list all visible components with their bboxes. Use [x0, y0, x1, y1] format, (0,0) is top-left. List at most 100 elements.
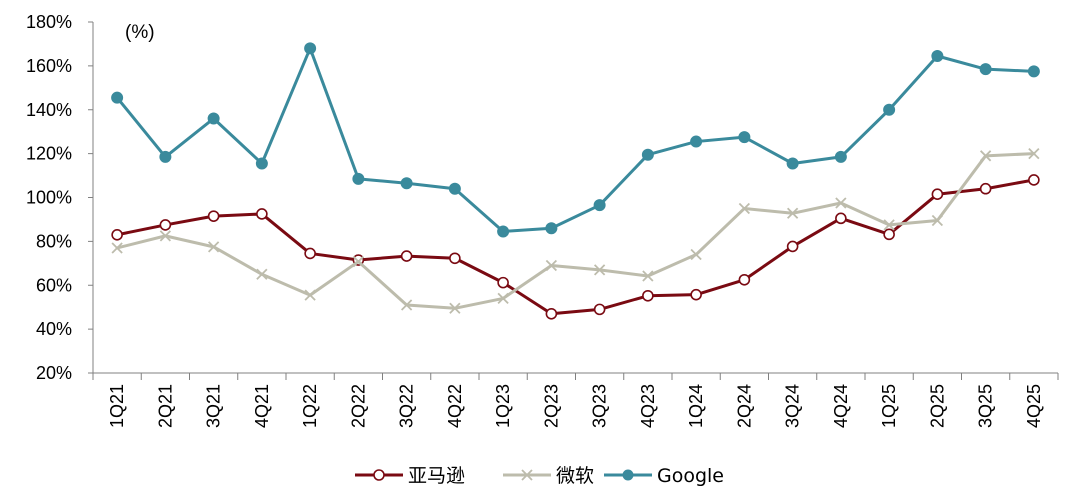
data-point [834, 150, 847, 163]
y-tick-label: 180% [26, 12, 72, 32]
x-tick-label: 3Q23 [590, 384, 610, 428]
data-point [1028, 147, 1040, 160]
data-point [738, 273, 751, 286]
data-point [449, 302, 461, 314]
x-axis-labels: 1Q21 2Q21 3Q21 4Q21 1Q22 2Q22 3Q22 4Q22 1Q23 2Q23… [107, 384, 1044, 428]
data-point [497, 276, 509, 289]
series-line [115, 152, 1036, 310]
data-point [159, 150, 172, 163]
data-point [690, 135, 703, 148]
data-point [400, 250, 413, 262]
data-point [593, 264, 606, 276]
series-0 [111, 174, 1040, 320]
chart-series [111, 42, 1040, 320]
data-point [931, 188, 944, 201]
data-point [449, 252, 461, 265]
data-point [207, 210, 220, 222]
x-tick-label: 2Q21 [155, 384, 175, 428]
y-tick-label: 60% [36, 275, 72, 295]
data-point [304, 42, 317, 55]
chart-axes [88, 21, 1059, 380]
data-point [304, 289, 316, 301]
data-point [883, 219, 895, 231]
data-point [593, 199, 606, 212]
data-point [835, 197, 847, 209]
data-point [1027, 65, 1040, 78]
series-line [115, 46, 1036, 234]
data-point [593, 303, 606, 316]
data-point [207, 241, 220, 253]
data-point [497, 292, 509, 305]
series-2 [111, 42, 1040, 238]
x-tick-label: 4Q21 [252, 384, 272, 428]
data-point [1028, 174, 1040, 186]
data-point [545, 307, 558, 320]
data-point [931, 50, 944, 63]
data-point [883, 103, 896, 116]
data-point [979, 182, 992, 195]
data-point [159, 219, 172, 231]
x-tick-label: 1Q25 [879, 384, 899, 428]
legend-label: 亚马逊 [408, 465, 465, 487]
data-point [979, 150, 992, 162]
x-tick-label: 2Q24 [734, 384, 754, 428]
data-point [111, 242, 123, 254]
series-1 [111, 147, 1040, 314]
data-point [159, 230, 172, 242]
y-tick-label: 20% [36, 363, 72, 383]
x-tick-label: 1Q23 [493, 384, 513, 428]
legend-item-1: 微软 [503, 465, 594, 487]
data-point [690, 288, 702, 301]
x-tick-label: 2Q22 [348, 384, 368, 428]
data-point [545, 222, 558, 235]
x-tick-label: 1Q24 [686, 384, 706, 428]
data-point [400, 177, 413, 190]
data-point [304, 247, 316, 260]
data-point [497, 225, 510, 238]
x-tick-label: 3Q22 [397, 384, 417, 428]
data-point [786, 240, 799, 253]
x-tick-label: 4Q25 [1024, 384, 1044, 428]
y-tick-label: 40% [36, 319, 72, 339]
data-point [883, 228, 895, 241]
data-point [786, 207, 799, 219]
data-point [207, 112, 220, 125]
data-point [111, 91, 124, 104]
data-point [448, 182, 461, 195]
data-point [641, 148, 654, 161]
data-point [642, 270, 654, 282]
data-point [738, 131, 751, 144]
legend-marker [373, 469, 385, 481]
x-tick-label: 3Q21 [204, 384, 224, 428]
y-tick-label: 100% [26, 188, 72, 208]
x-tick-label: 2Q23 [541, 384, 561, 428]
data-point [400, 299, 413, 311]
data-point [255, 157, 268, 170]
data-point [738, 202, 751, 215]
x-tick-label: 3Q25 [976, 384, 996, 428]
data-point [111, 228, 123, 241]
data-point [786, 157, 799, 170]
x-tick-label: 4Q22 [445, 384, 465, 428]
data-point [352, 255, 365, 268]
y-tick-label: 140% [26, 100, 72, 120]
y-axis-labels: 20% 40% 60% 80% 100% 120% 140% 160% 180% [26, 12, 72, 383]
data-point [352, 172, 365, 185]
data-point [256, 268, 268, 280]
data-point [931, 214, 944, 227]
data-point [545, 259, 558, 272]
data-point [642, 289, 654, 302]
x-tick-label: 1Q22 [300, 384, 320, 428]
y-tick-label: 80% [36, 231, 72, 251]
x-tick-label: 2Q25 [927, 384, 947, 428]
y-tick-label: 120% [26, 144, 72, 164]
x-tick-label: 3Q24 [783, 384, 803, 428]
x-tick-label: 1Q21 [107, 384, 127, 428]
data-point [690, 248, 702, 261]
data-point [835, 212, 847, 225]
chart-legend: 亚马逊 微软 Google [355, 465, 724, 487]
data-point [979, 63, 992, 76]
series-line [115, 178, 1036, 316]
data-point [256, 208, 268, 220]
